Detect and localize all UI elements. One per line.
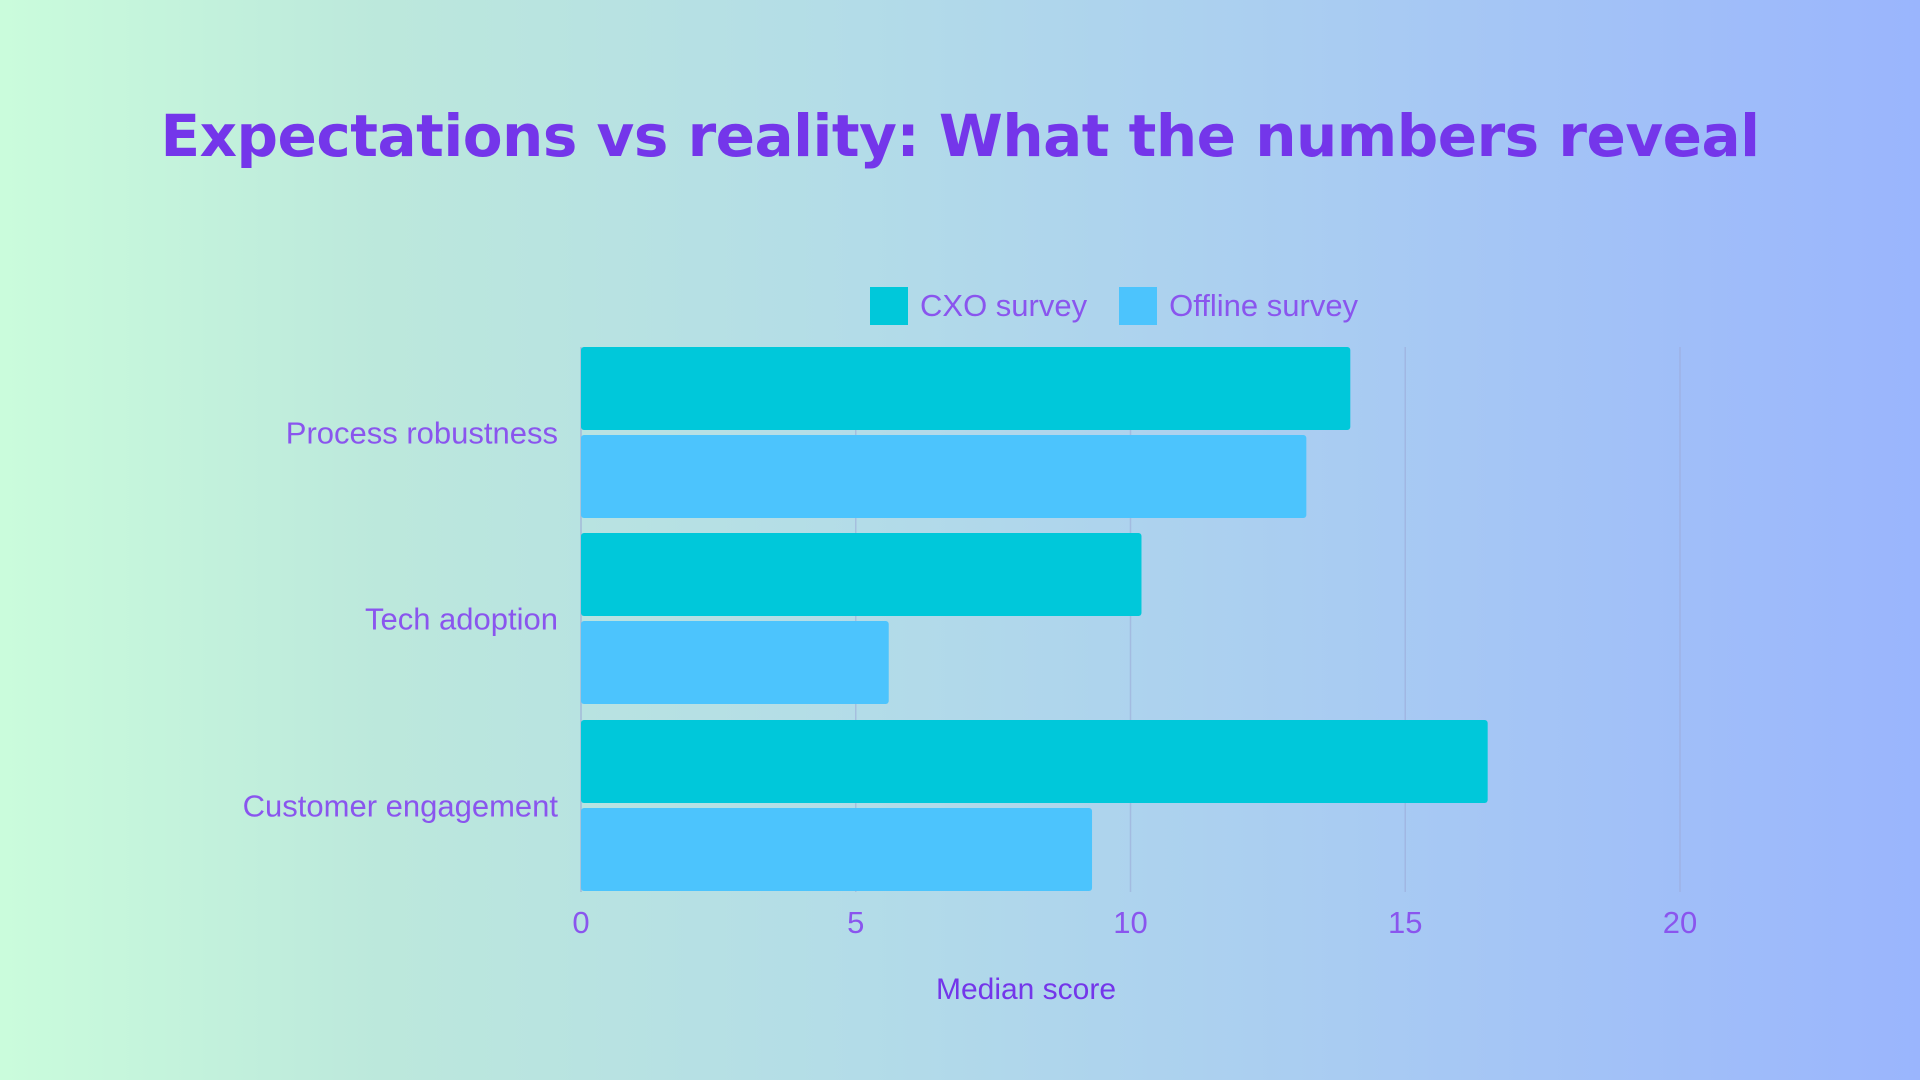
x-axis-title: Median score	[936, 973, 1116, 1006]
legend: CXO survey Offline survey	[870, 287, 1358, 325]
legend-label-offline: Offline survey	[1169, 288, 1359, 323]
chart-title: Expectations vs reality: What the number…	[160, 102, 1760, 170]
bar-cxo-2	[581, 720, 1488, 803]
bar-cxo-0	[581, 347, 1351, 430]
legend-item-cxo: CXO survey	[870, 287, 1087, 325]
bar-cxo-1	[581, 533, 1142, 616]
x-tick-label-0: 0	[572, 905, 589, 940]
legend-swatch-offline	[1119, 287, 1158, 325]
x-tick-label-20: 20	[1663, 905, 1697, 940]
legend-item-offline: Offline survey	[1119, 287, 1358, 325]
bar-offline-1	[581, 621, 889, 704]
category-labels: Process robustness Tech adoption Customer …	[243, 416, 559, 824]
bar-offline-0	[581, 435, 1307, 518]
legend-label-cxo: CXO survey	[920, 288, 1088, 323]
x-tick-label-10: 10	[1113, 905, 1147, 940]
bar-offline-2	[581, 808, 1093, 891]
x-tick-label-5: 5	[847, 905, 864, 940]
category-label-0: Process robustness	[286, 416, 558, 451]
category-label-1: Tech adoption	[365, 602, 558, 637]
legend-swatch-cxo	[870, 287, 908, 325]
x-tick-label-15: 15	[1388, 905, 1422, 940]
bars	[581, 347, 1488, 891]
x-tick-labels: 0 5 10 15 20	[572, 905, 1697, 940]
category-label-2: Customer engagement	[243, 789, 559, 824]
